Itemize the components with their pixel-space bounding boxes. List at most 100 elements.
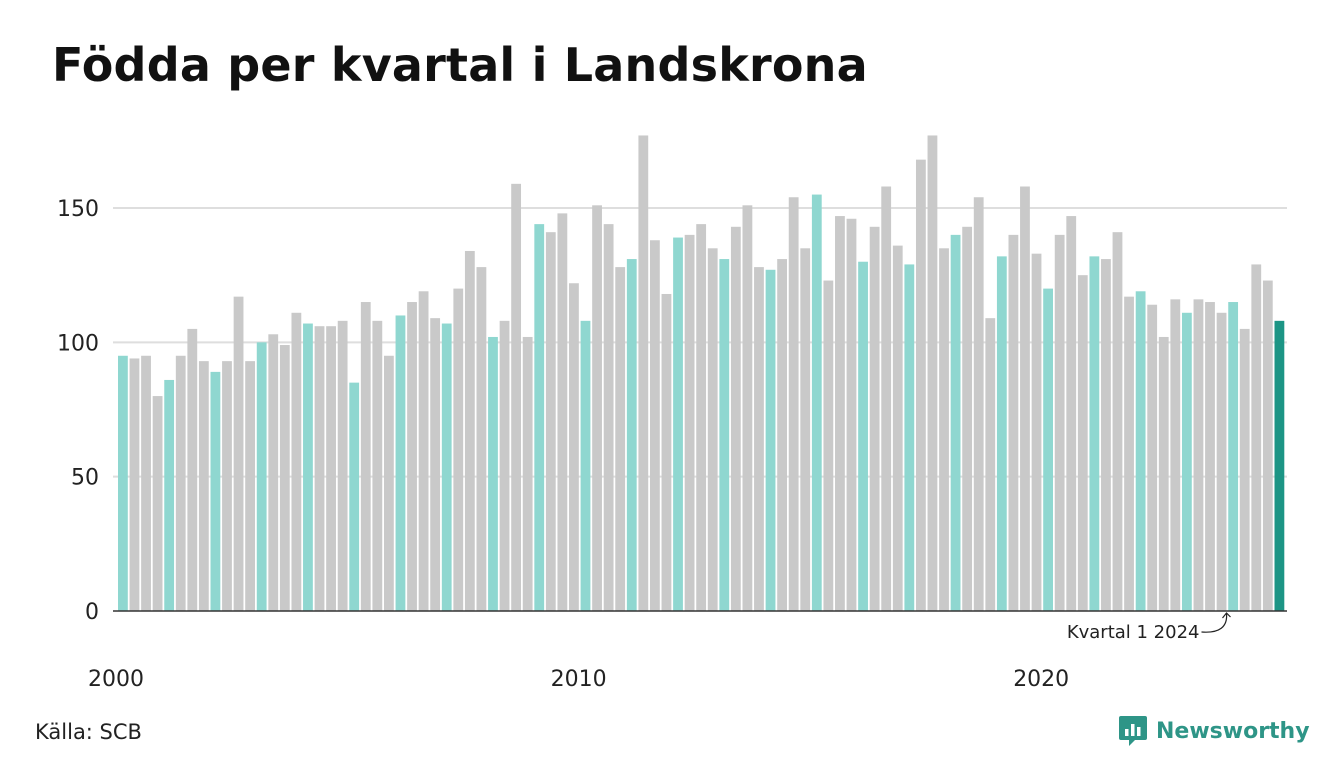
bar-chart: 0 50 100 150 2000 2010 2020 Kvartal 1 2024 (57, 135, 1287, 692)
bar (476, 267, 487, 611)
bar (464, 250, 475, 612)
x-tick-label: 2010 (551, 667, 607, 692)
bar (222, 361, 232, 611)
newsworthy-logo-icon (1119, 716, 1147, 746)
bar (430, 318, 441, 611)
bar (1054, 234, 1065, 611)
bar (1077, 275, 1088, 611)
bar (1101, 259, 1111, 611)
bar (1066, 216, 1077, 611)
bar (372, 320, 383, 611)
bar (164, 379, 175, 611)
bar (661, 293, 672, 611)
bar (1181, 312, 1192, 611)
bar (858, 261, 868, 611)
bar (939, 248, 949, 612)
bar (291, 312, 302, 611)
x-tick-label: 2020 (1013, 667, 1069, 692)
bar (985, 318, 996, 611)
bar (811, 194, 822, 611)
bar (1239, 328, 1250, 611)
brand-logo[interactable]: Newsworthy (1118, 714, 1310, 748)
bar (557, 213, 568, 611)
bar (279, 345, 290, 611)
bar (603, 224, 614, 611)
bar (118, 355, 128, 611)
bar (210, 371, 221, 611)
bar (141, 355, 151, 611)
bar (488, 336, 498, 611)
bar (198, 361, 209, 611)
bar (407, 302, 417, 611)
bar (788, 197, 799, 611)
bar (962, 226, 973, 611)
bar (522, 336, 533, 611)
bar (1216, 312, 1227, 611)
bar (511, 183, 522, 611)
bar (777, 259, 787, 611)
bar (1043, 288, 1053, 611)
bar (649, 240, 660, 612)
bar (684, 234, 695, 611)
bar (707, 248, 718, 612)
bar (754, 267, 764, 611)
bar (569, 283, 579, 611)
bar (545, 232, 556, 611)
bar (950, 234, 961, 611)
bar (800, 248, 811, 612)
bar (395, 315, 406, 611)
y-tick-label: 150 (57, 197, 99, 222)
bar (360, 302, 371, 611)
bar (904, 264, 915, 611)
x-tick-label: 2000 (88, 667, 144, 692)
bar (1158, 336, 1169, 611)
bar (973, 197, 984, 611)
bar (1251, 264, 1262, 611)
bar (1228, 302, 1239, 611)
bar (846, 218, 857, 611)
bar (615, 267, 626, 611)
bar (453, 288, 464, 611)
brand-name: Newsworthy (1156, 718, 1310, 744)
bar (1112, 232, 1123, 611)
bar (1008, 234, 1019, 611)
bar (996, 256, 1007, 611)
bar (1020, 186, 1030, 611)
bar (418, 291, 429, 611)
bar (719, 259, 730, 611)
bar (1135, 291, 1146, 611)
annotation-arrow (1201, 612, 1228, 633)
bar (1147, 304, 1158, 611)
bar (314, 326, 325, 611)
bar (881, 186, 892, 611)
bar (742, 205, 753, 611)
bar (580, 320, 591, 611)
chart-title: Födda per kvartal i Landskrona (52, 38, 868, 92)
bar (592, 205, 602, 611)
bar (303, 323, 313, 611)
bar (233, 296, 244, 611)
axis-layer: 0 50 100 150 2000 2010 2020 (57, 197, 1287, 692)
bar (175, 355, 186, 611)
bar (441, 323, 452, 611)
bar (915, 159, 926, 611)
bar (499, 320, 510, 611)
bar (534, 224, 545, 611)
bar (869, 226, 880, 611)
bar (268, 334, 279, 611)
y-tick-label: 50 (71, 466, 99, 491)
bar-layer (118, 135, 1285, 612)
bar (1089, 256, 1100, 611)
bar (256, 342, 267, 611)
bar (245, 361, 256, 611)
bar (892, 245, 903, 612)
bar (696, 224, 707, 611)
bar (1193, 299, 1204, 611)
bar (927, 135, 938, 611)
bar (337, 320, 348, 611)
bar (673, 237, 683, 612)
bar (1124, 296, 1134, 611)
bar (1031, 253, 1042, 612)
bar (765, 269, 776, 611)
annotation-label: Kvartal 1 2024 (1067, 622, 1200, 643)
